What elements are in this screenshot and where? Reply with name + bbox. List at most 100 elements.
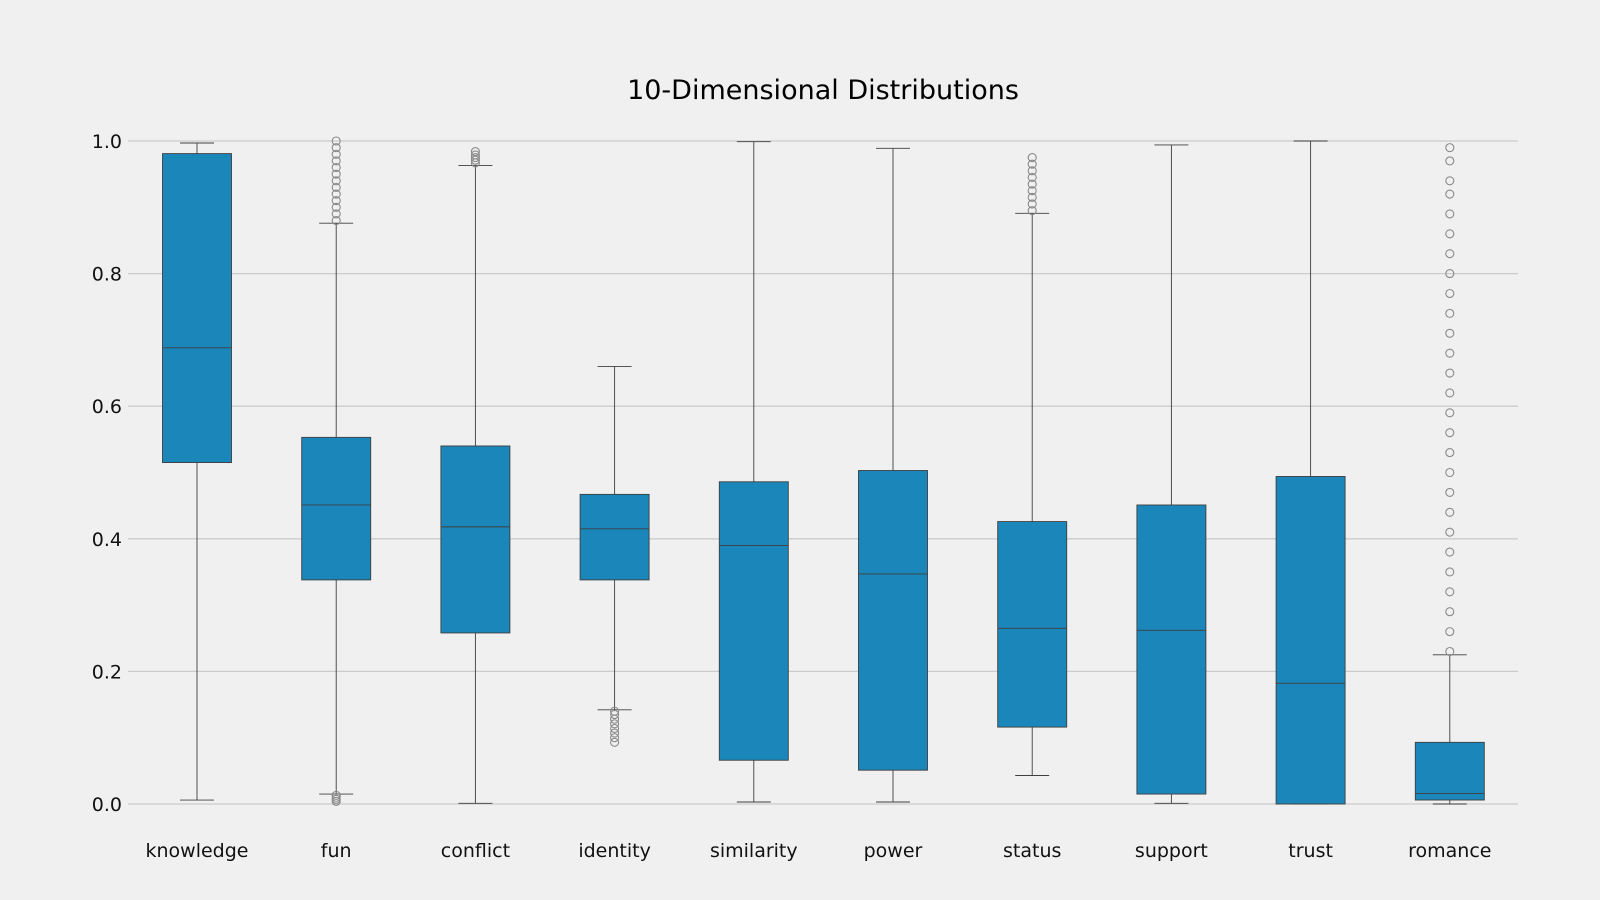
outlier-point: [331, 209, 341, 219]
box-group-fun: [301, 136, 372, 806]
box-trust: [1275, 476, 1346, 805]
outlier-point: [610, 706, 620, 716]
box-romance: [1414, 741, 1485, 801]
outlier-point: [1445, 288, 1455, 299]
outlier-point: [1027, 166, 1037, 176]
outlier-point: [1445, 143, 1455, 153]
outlier-point: [1027, 179, 1037, 189]
y-axis-ticks: 0.0 0.2 0.4 0.6 0.8 1.0: [92, 131, 122, 816]
outlier-point: [610, 723, 620, 733]
outlier-point: [1027, 199, 1037, 209]
x-tick-label: identity: [578, 840, 651, 862]
y-tick-label: 0.2: [92, 661, 122, 683]
outlier-point: [1445, 189, 1455, 199]
x-tick-label: status: [1003, 840, 1061, 862]
outlier-point: [610, 728, 620, 738]
box-group-support: [1136, 144, 1207, 804]
outlier-point: [610, 709, 620, 720]
y-tick-label: 1.0: [92, 131, 122, 153]
x-tick-label: support: [1135, 840, 1208, 862]
outlier-point: [331, 169, 341, 179]
outlier-point: [331, 176, 341, 186]
box-group-trust: [1275, 140, 1346, 805]
outlier-point: [1445, 408, 1455, 418]
outlier-point: [331, 202, 341, 212]
outlier-point: [610, 719, 620, 729]
outlier-point: [331, 149, 341, 159]
x-tick-label: fun: [321, 840, 352, 862]
x-axis-ticks: knowledge fun conflict identity similarity po…: [146, 840, 1492, 862]
outlier-point: [610, 737, 620, 747]
box-group-power: [858, 147, 928, 803]
box-similarity: [718, 481, 789, 761]
outlier-point: [1445, 328, 1455, 338]
box-group-identity: [579, 365, 650, 747]
outlier-point: [1445, 627, 1455, 637]
outlier-point: [1445, 388, 1455, 398]
x-tick-label: knowledge: [146, 840, 249, 862]
outlier-point: [610, 714, 620, 724]
outlier-point: [1445, 209, 1455, 219]
box-group-romance: [1414, 143, 1485, 805]
box-fun: [301, 436, 372, 581]
outlier-point: [1027, 159, 1037, 169]
outlier-point: [1027, 192, 1037, 202]
chart-title: 10-Dimensional Distributions: [627, 75, 1019, 106]
x-tick-label: conflict: [441, 840, 510, 862]
outlier-point: [1027, 153, 1037, 163]
x-tick-label: power: [864, 840, 923, 862]
outlier-point: [331, 182, 341, 192]
y-tick-label: 0.0: [92, 794, 122, 816]
outlier-point: [1445, 156, 1455, 166]
box-group-status: [997, 153, 1068, 776]
outlier-point: [1445, 176, 1455, 186]
outlier-point: [1445, 229, 1455, 239]
outlier-point: [1445, 428, 1455, 438]
outlier-point: [1445, 308, 1455, 318]
x-tick-label: romance: [1408, 840, 1491, 862]
outlier-point: [1445, 249, 1455, 259]
outlier-point: [331, 189, 341, 199]
y-tick-label: 0.8: [92, 264, 122, 286]
outlier-point: [470, 155, 480, 165]
outlier-point: [1445, 467, 1455, 478]
outlier-point: [1445, 507, 1455, 517]
outlier-point: [331, 790, 341, 800]
outlier-point: [331, 216, 341, 226]
outlier-point: [1445, 487, 1455, 497]
box-group-conflict: [440, 147, 511, 804]
y-tick-label: 0.4: [92, 529, 122, 551]
outlier-point: [1445, 269, 1455, 279]
outlier-point: [331, 156, 341, 166]
outlier-point: [1027, 172, 1037, 183]
box-identity: [579, 493, 650, 581]
outlier-point: [1445, 646, 1455, 657]
x-tick-label: trust: [1288, 840, 1333, 862]
box-conflict: [440, 445, 511, 634]
outlier-point: [470, 147, 480, 157]
box-group-knowledge: [162, 142, 232, 801]
outlier-point: [1445, 527, 1455, 537]
outlier-point: [1445, 448, 1455, 458]
box-knowledge: [162, 153, 232, 464]
outlier-point: [1445, 607, 1455, 617]
outlier-point: [1027, 206, 1037, 216]
y-tick-label: 0.6: [92, 396, 122, 418]
outlier-point: [1027, 186, 1037, 196]
outlier-point: [1445, 587, 1455, 597]
box-status: [997, 521, 1068, 728]
boxes-layer: [162, 136, 1485, 806]
outlier-point: [331, 162, 341, 173]
outlier-point: [1445, 567, 1455, 577]
outlier-point: [1445, 368, 1455, 378]
outlier-point: [470, 150, 480, 160]
box-group-similarity: [718, 141, 789, 803]
x-tick-label: similarity: [710, 840, 798, 862]
outlier-point: [1445, 547, 1455, 557]
box-power: [858, 470, 928, 771]
outlier-point: [331, 196, 341, 206]
outlier-point: [1445, 348, 1455, 358]
outlier-point: [470, 153, 480, 163]
outlier-point: [331, 136, 341, 146]
